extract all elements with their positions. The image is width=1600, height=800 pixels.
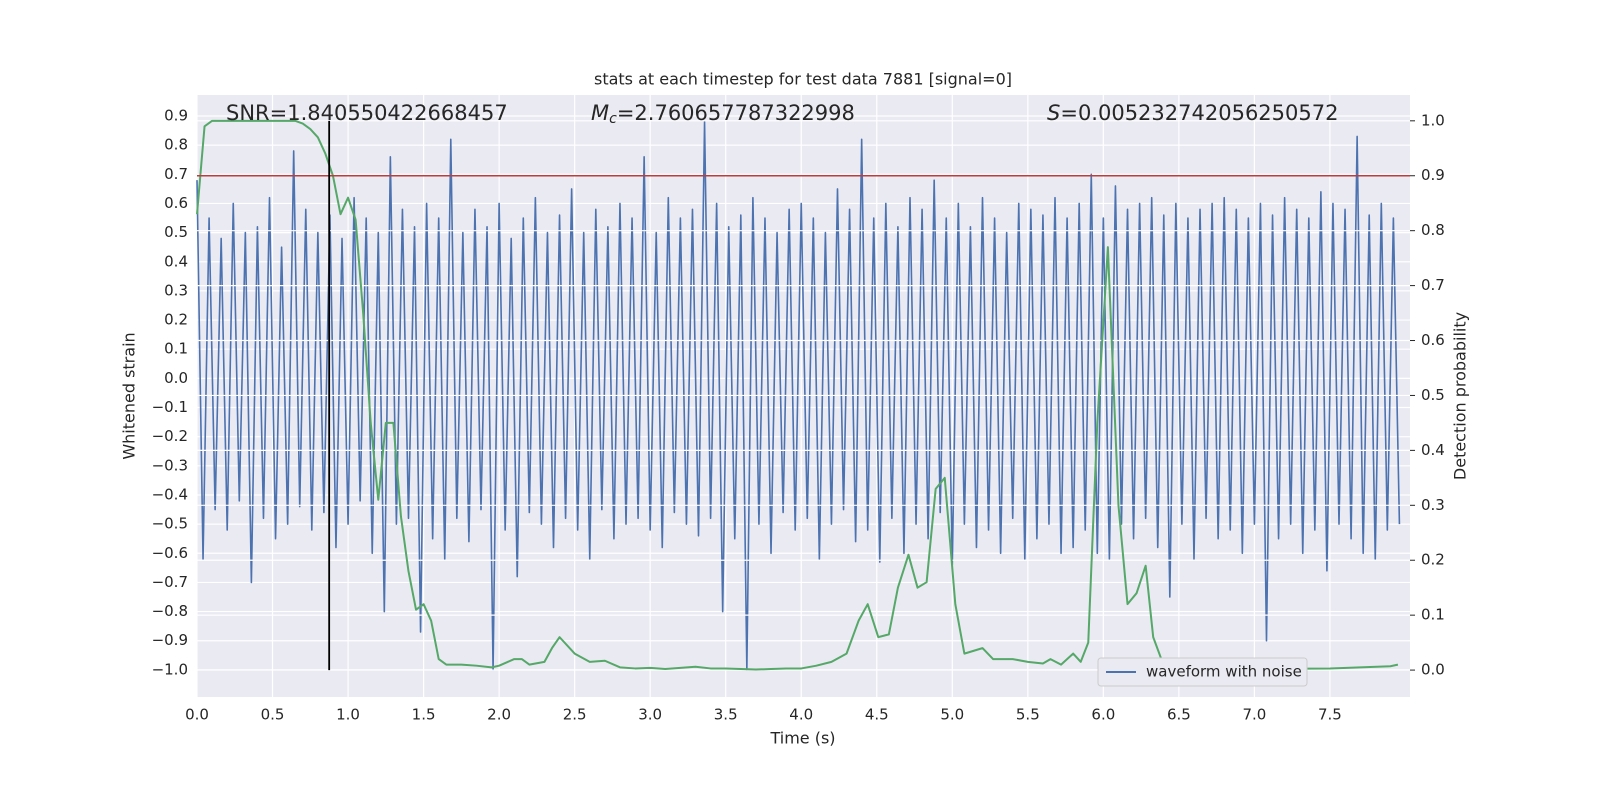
x-tick-label: 2.0	[487, 706, 511, 724]
y2-tick-label: 0.8	[1421, 221, 1445, 239]
y2-tick-label: 0.0	[1421, 661, 1445, 679]
x-tick-label: 3.5	[714, 706, 738, 724]
annotation: S=0.005232742056250572	[1047, 101, 1338, 125]
y2-tick-label: 0.9	[1421, 166, 1445, 184]
y-tick-label: −0.6	[152, 544, 188, 562]
y-tick-label: −0.4	[152, 485, 188, 503]
y-axis-label: Whitened strain	[120, 332, 139, 459]
y2-tick-label: 0.7	[1421, 276, 1445, 294]
x-tick-label: 6.5	[1167, 706, 1191, 724]
y2-tick-label: 0.6	[1421, 331, 1445, 349]
y-tick-label: 0.2	[164, 311, 188, 329]
x-tick-label: 5.0	[940, 706, 964, 724]
y-tick-label: −0.7	[152, 573, 188, 591]
annotation-subscript: c	[609, 111, 617, 127]
y-tick-label: 0.3	[164, 281, 188, 299]
y-tick-label: 0.5	[164, 223, 188, 241]
y2-tick-label: 0.5	[1421, 386, 1445, 404]
x-tick-label: 2.5	[563, 706, 587, 724]
annotation-symbol: S	[1047, 101, 1060, 125]
y-tick-label: −0.3	[152, 456, 188, 474]
annotation: SNR=1.840550422668457	[226, 101, 508, 125]
y-tick-label: −0.5	[152, 515, 188, 533]
x-tick-label: 0.5	[261, 706, 285, 724]
y2-tick-label: 0.1	[1421, 606, 1445, 624]
y-tick-label: 0.1	[164, 340, 188, 358]
y2-tick-label: 1.0	[1421, 111, 1445, 129]
x-tick-label: 6.0	[1091, 706, 1115, 724]
annotation-text: =2.760657787322998	[617, 101, 855, 125]
x-tick-label: 1.0	[336, 706, 360, 724]
x-tick-label: 4.5	[865, 706, 889, 724]
y-tick-label: −0.2	[152, 427, 188, 445]
y-tick-label: 0.7	[164, 165, 188, 183]
y-tick-label: 0.6	[164, 194, 188, 212]
y-tick-label: −0.9	[152, 631, 188, 649]
y-tick-label: −1.0	[152, 660, 188, 678]
y2-axis-label: Detection probability	[1451, 312, 1470, 480]
annotation-symbol: M	[591, 101, 609, 125]
y2-tick-label: 0.3	[1421, 496, 1445, 514]
data-line	[196, 119, 1399, 671]
x-tick-label: 7.0	[1242, 706, 1266, 724]
x-tick-label: 0.0	[185, 706, 209, 724]
annotation-text: =0.005232742056250572	[1060, 101, 1338, 125]
annotation: Mc=2.760657787322998	[591, 101, 855, 127]
x-tick-label: 1.5	[412, 706, 436, 724]
legend-box	[1097, 657, 1308, 687]
y2-tick-label: 0.4	[1421, 441, 1445, 459]
y-tick-label: −0.1	[152, 398, 188, 416]
x-tick-label: 3.0	[638, 706, 662, 724]
y2-tick-label: 0.2	[1421, 551, 1445, 569]
y-tick-label: 0.4	[164, 252, 188, 270]
y-tick-label: 0.0	[164, 369, 188, 387]
x-tick-label: 4.0	[789, 706, 813, 724]
y-tick-label: −0.8	[152, 602, 188, 620]
x-axis-label: Time (s)	[769, 729, 835, 748]
y-tick-label: 0.9	[164, 106, 188, 124]
x-tick-label: 7.5	[1318, 706, 1342, 724]
chart-title: stats at each timestep for test data 788…	[594, 70, 1012, 89]
annotation-text: SNR=1.840550422668457	[226, 101, 508, 125]
y-tick-label: 0.8	[164, 136, 188, 154]
legend-label: waveform with noise	[1146, 663, 1302, 681]
x-tick-label: 5.5	[1016, 706, 1040, 724]
